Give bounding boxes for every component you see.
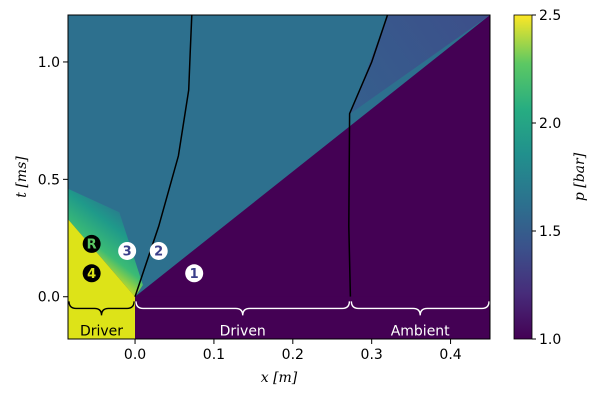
rarefaction-fan-region [68, 188, 143, 297]
marker-label: 2 [154, 244, 163, 259]
marker-circle [82, 264, 101, 283]
colorbar-ticks: 1.0 1.5 2.0 2.5 [532, 8, 561, 348]
colorbar-tick-label: 1.5 [539, 224, 561, 240]
colorbar: 1.0 1.5 2.0 2.5 p [bar] [513, 8, 588, 348]
marker-4: 4 [82, 264, 101, 283]
marker-2: 2 [149, 241, 168, 260]
reflected-shock-region [350, 15, 490, 114]
y-axis-label: t [ms] [14, 156, 30, 198]
x-tick-label: 0.0 [124, 347, 146, 363]
y-tick-label: 0.0 [38, 290, 60, 306]
colorbar-label: p [bar] [572, 152, 588, 201]
state-markers: 1 2 3 4 R [82, 234, 204, 283]
marker-circle [149, 241, 168, 260]
region-label-driven: Driven [220, 323, 266, 339]
marker-label: 1 [190, 267, 199, 282]
marker-label: 3 [123, 244, 132, 259]
y-axis-ticks: 0.0 0.5 1.0 [38, 55, 68, 306]
marker-label: 4 [87, 267, 96, 282]
marker-r: R [82, 234, 101, 253]
colorbar-tick-label: 1.0 [539, 332, 561, 348]
colorbar-scale [513, 14, 533, 340]
contact-discontinuity-line [134, 15, 193, 297]
y-tick-label: 1.0 [38, 55, 60, 71]
bracket-strip [135, 296, 490, 339]
marker-1: 1 [185, 264, 204, 283]
marker-circle [185, 264, 204, 283]
x-tick-label: 0.4 [439, 347, 461, 363]
region-label-driver: Driver [80, 323, 123, 339]
region-label-ambient: Ambient [391, 323, 450, 339]
x-tick-label: 0.1 [203, 347, 225, 363]
x-tick-label: 0.2 [282, 347, 304, 363]
plot-frame [67, 14, 491, 340]
marker-3: 3 [118, 241, 137, 260]
x-axis-ticks: 0.0 0.1 0.2 0.3 0.4 [124, 339, 462, 363]
marker-label: R [87, 237, 97, 252]
plot-area: Driver Driven Ambient 1 2 3 4 R [68, 15, 490, 339]
interface-line [348, 15, 389, 297]
marker-circle [118, 241, 137, 260]
colorbar-tick-label: 2.5 [539, 8, 561, 24]
marker-circle [82, 234, 101, 253]
colorbar-tick-label: 2.0 [539, 116, 561, 132]
y-tick-label: 0.5 [38, 172, 60, 188]
x-tick-label: 0.3 [361, 347, 383, 363]
x-axis-label: x [m] [261, 370, 298, 386]
